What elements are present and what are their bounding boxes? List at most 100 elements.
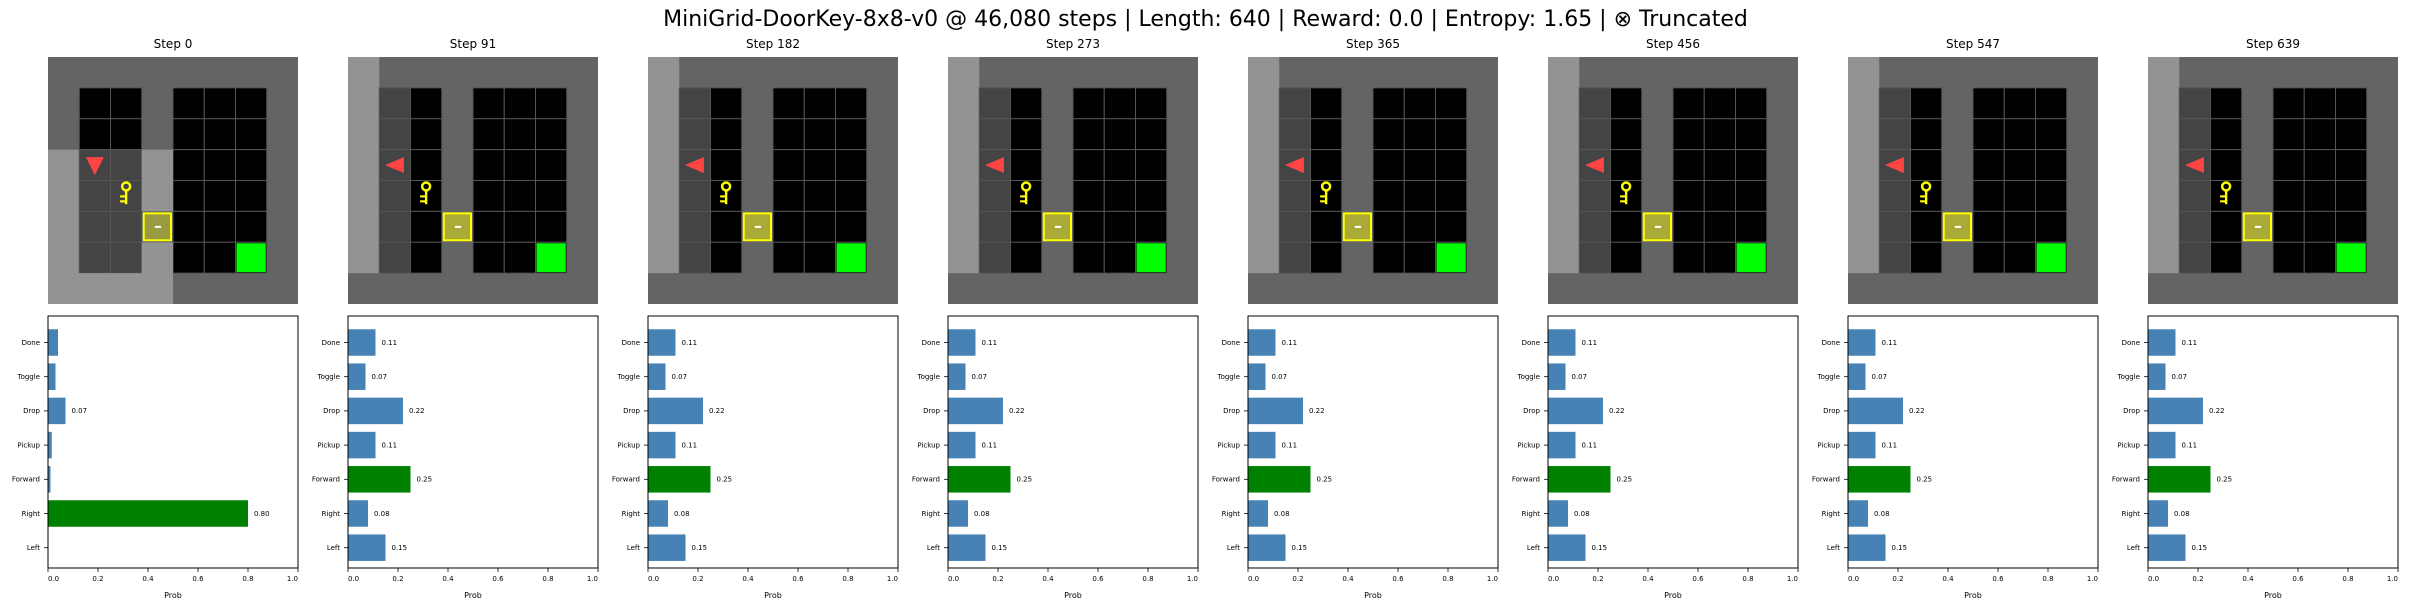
floor-cell bbox=[1072, 241, 1105, 274]
key-tooth bbox=[1020, 195, 1026, 198]
value-label: 0.22 bbox=[1309, 407, 1325, 415]
y-tick-label: Pickup bbox=[1217, 441, 1240, 449]
key-icon bbox=[1320, 181, 1332, 205]
x-tick-label: 0.4 bbox=[1942, 575, 1954, 583]
door-handle-icon bbox=[1654, 225, 1662, 228]
door-handle-icon bbox=[454, 225, 462, 228]
environment-view bbox=[1548, 57, 1798, 304]
floor-cell bbox=[1910, 118, 1943, 151]
floor-cell bbox=[2272, 180, 2305, 212]
floor-cell bbox=[2035, 210, 2068, 243]
wall-cell bbox=[48, 273, 173, 304]
floor-cell bbox=[1372, 180, 1405, 212]
value-label: 0.22 bbox=[1909, 407, 1925, 415]
prob-bar bbox=[648, 397, 703, 425]
floor-cell bbox=[2303, 149, 2336, 181]
x-tick-label: 0.8 bbox=[2042, 575, 2053, 583]
floor-cell bbox=[1403, 87, 1436, 120]
floor-cell bbox=[1972, 210, 2005, 243]
y-tick-label: Drop bbox=[323, 407, 340, 415]
y-tick-label: Right bbox=[322, 510, 341, 518]
prob-bar bbox=[648, 534, 686, 561]
floor-cell bbox=[1103, 149, 1136, 181]
x-tick-label: 1.0 bbox=[887, 575, 898, 583]
door-handle-icon bbox=[1954, 225, 1962, 228]
floor-cell bbox=[978, 118, 1011, 151]
y-tick-label: Forward bbox=[1212, 476, 1240, 484]
prob-bar bbox=[648, 431, 676, 459]
value-label: 0.22 bbox=[409, 407, 425, 415]
floor-cell bbox=[503, 118, 536, 151]
floor-cell bbox=[2003, 87, 2036, 120]
floor-cell bbox=[1972, 241, 2005, 274]
floor-cell bbox=[1310, 241, 1343, 274]
y-tick-label: Forward bbox=[2112, 476, 2140, 484]
axes-frame bbox=[947, 315, 1199, 569]
floor-cell bbox=[410, 87, 443, 120]
y-tick-label: Toggle bbox=[916, 373, 940, 381]
prob-bar bbox=[648, 329, 676, 356]
value-label: 0.07 bbox=[1872, 373, 1888, 381]
floor-cell bbox=[1435, 87, 1468, 120]
goal-square bbox=[2036, 243, 2066, 273]
prob-bar bbox=[1548, 397, 1603, 425]
environment-view bbox=[1848, 57, 2098, 304]
prob-bar bbox=[1848, 329, 1876, 356]
y-tick-label: Toggle bbox=[16, 373, 40, 381]
floor-cell bbox=[835, 149, 868, 181]
floor-cell bbox=[2035, 149, 2068, 181]
wall-cell bbox=[141, 149, 173, 181]
value-label: 0.25 bbox=[2217, 476, 2233, 484]
x-tick-label: 1.0 bbox=[1187, 575, 1198, 583]
x-tick-label: 0.0 bbox=[648, 575, 659, 583]
value-label: 0.07 bbox=[1272, 373, 1288, 381]
y-tick-label: Drop bbox=[2123, 407, 2140, 415]
y-tick-label: Drop bbox=[1223, 407, 1240, 415]
floor-cell bbox=[1135, 210, 1168, 243]
y-tick-label: Forward bbox=[1812, 476, 1840, 484]
floor-cell bbox=[835, 210, 868, 243]
prob-bar bbox=[348, 431, 376, 459]
y-tick-label: Forward bbox=[12, 476, 40, 484]
floor-cell bbox=[1435, 210, 1468, 243]
x-tick-label: 0.6 bbox=[1392, 575, 1404, 583]
y-tick-label: Toggle bbox=[1216, 373, 1240, 381]
key-tooth bbox=[1320, 200, 1326, 203]
key-tooth bbox=[720, 195, 726, 198]
prob-bar bbox=[1848, 397, 1903, 425]
floor-cell bbox=[772, 180, 805, 212]
value-label: 0.11 bbox=[1882, 339, 1898, 347]
floor-cell bbox=[503, 149, 536, 181]
step-panel: Step 182 Done 0.11 Toggle 0.07 Drop 0.22 Pickup… bbox=[612, 0, 899, 611]
floor-cell bbox=[1735, 87, 1768, 120]
floor-cell bbox=[1135, 118, 1168, 151]
x-tick-label: 0.8 bbox=[242, 575, 253, 583]
floor-cell bbox=[1672, 118, 1705, 151]
value-label: 0.07 bbox=[372, 373, 388, 381]
floor-cell bbox=[378, 180, 411, 212]
door-handle-icon bbox=[154, 225, 162, 228]
floor-cell bbox=[2210, 210, 2243, 243]
value-label: 0.22 bbox=[2209, 407, 2225, 415]
x-axis-label: Prob bbox=[1064, 591, 1082, 600]
x-tick-label: 0.4 bbox=[442, 575, 454, 583]
value-label: 0.11 bbox=[682, 441, 698, 449]
wall-cell bbox=[141, 242, 173, 274]
floor-cell bbox=[535, 118, 568, 151]
floor-cell bbox=[1372, 210, 1405, 243]
prob-bar bbox=[948, 466, 1011, 493]
axes-frame bbox=[1247, 315, 1499, 569]
floor-cell bbox=[1703, 149, 1736, 181]
floor-cell bbox=[503, 87, 536, 120]
agent-triangle-icon bbox=[1284, 157, 1304, 173]
prob-bar bbox=[1548, 363, 1566, 390]
floor-cell bbox=[2272, 149, 2305, 181]
floor-cell bbox=[2335, 118, 2368, 151]
step-panel: Step 365 Done 0.11 Toggle 0.07 Drop 0.22 Pickup… bbox=[1212, 0, 1499, 611]
floor-cell bbox=[803, 149, 836, 181]
floor-cell bbox=[1672, 87, 1705, 120]
floor-cell bbox=[1703, 87, 1736, 120]
prob-bar bbox=[48, 466, 51, 493]
floor-cell bbox=[772, 118, 805, 151]
floor-cell bbox=[235, 180, 268, 212]
